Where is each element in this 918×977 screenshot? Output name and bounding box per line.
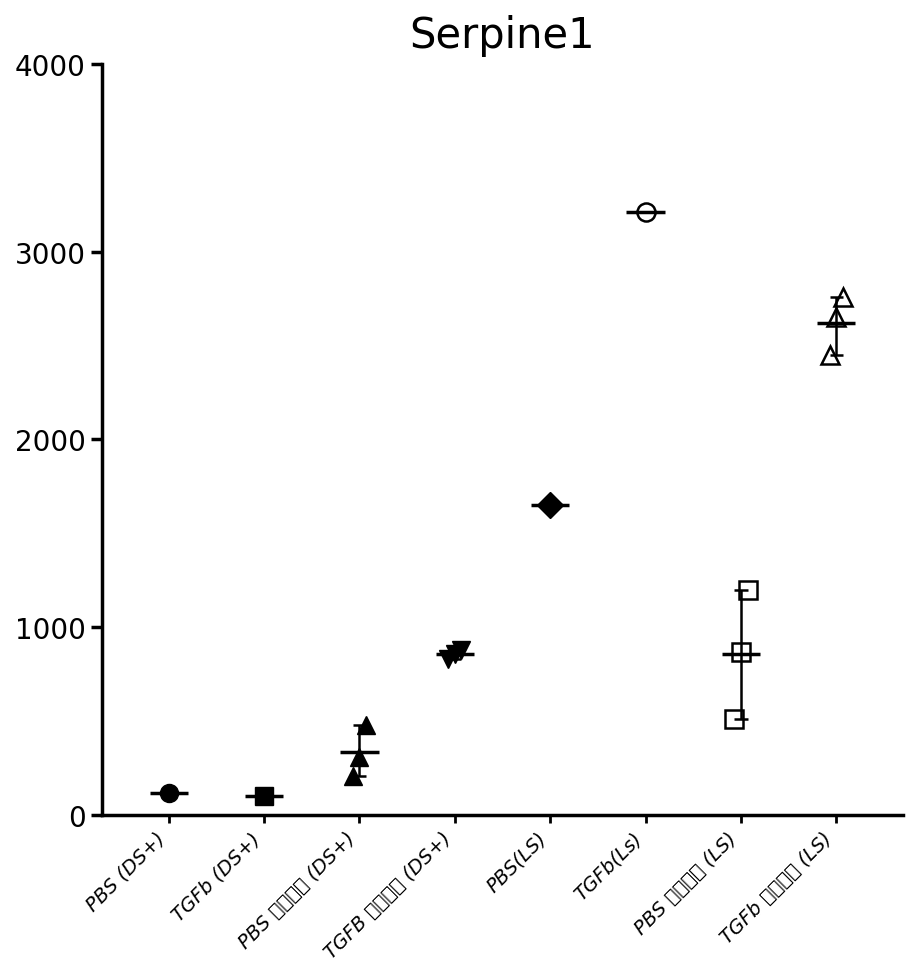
Title: Serpine1: Serpine1 bbox=[409, 15, 595, 57]
